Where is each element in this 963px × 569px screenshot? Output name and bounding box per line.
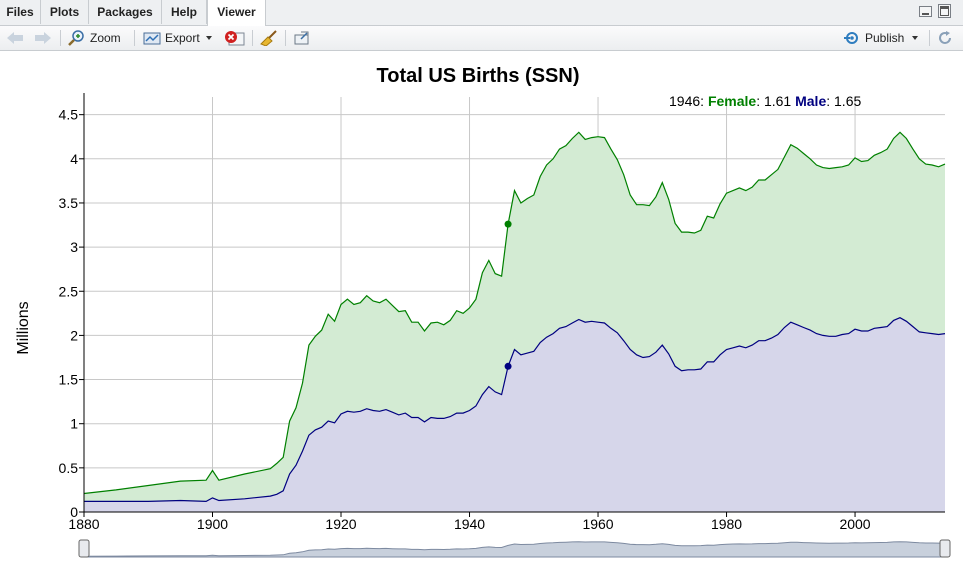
publish-label: Publish bbox=[865, 31, 905, 45]
highlight-markers bbox=[504, 220, 512, 370]
minimize-icon bbox=[922, 13, 929, 15]
x-tick-label: 1920 bbox=[325, 516, 356, 532]
toolbar-separator bbox=[60, 30, 61, 46]
male-highlight-point bbox=[504, 362, 512, 370]
publish-button[interactable]: Publish bbox=[843, 28, 920, 48]
tab-viewer-label: Viewer bbox=[217, 5, 256, 19]
range-handle-left[interactable] bbox=[78, 539, 90, 558]
x-tick-label: 1980 bbox=[711, 516, 742, 532]
clear-all-button[interactable] bbox=[260, 28, 278, 48]
arrow-left-icon bbox=[7, 32, 23, 44]
x-tick-label: 1880 bbox=[68, 516, 99, 532]
y-tick-label: 2.5 bbox=[59, 283, 79, 299]
legend-male-value: 1.65 bbox=[834, 93, 861, 109]
chart-title: Total US Births (SSN) bbox=[377, 65, 580, 87]
broom-icon bbox=[260, 30, 277, 46]
legend-female-label: Female bbox=[708, 93, 756, 109]
export-button[interactable]: Export bbox=[143, 28, 214, 48]
maximize-pane-button[interactable] bbox=[938, 4, 951, 18]
range-selector[interactable] bbox=[78, 537, 951, 563]
legend-male-label: Male bbox=[795, 93, 826, 109]
tab-packages-label: Packages bbox=[97, 5, 153, 19]
chevron-down-icon bbox=[205, 36, 212, 40]
remove-icon bbox=[225, 31, 245, 46]
publish-icon bbox=[844, 32, 858, 44]
maximize-icon bbox=[940, 6, 949, 16]
y-tick-label: 4.5 bbox=[59, 107, 79, 123]
chart-tick-labels: 0 0.5 1 1.5 2 2.5 3 3.5 4 4.5 1880 1900 1920 1940 1960… bbox=[59, 107, 871, 532]
tab-help[interactable]: Help bbox=[162, 0, 207, 24]
legend-x-value: 1946 bbox=[669, 93, 700, 109]
y-tick-label: 3 bbox=[70, 239, 78, 255]
toolbar-separator bbox=[134, 30, 135, 46]
chart-axes bbox=[79, 93, 945, 517]
tab-plots-label: Plots bbox=[49, 5, 80, 19]
new-window-icon bbox=[294, 31, 309, 45]
hover-legend: 1946: Female: 1.61 Male: 1.65 bbox=[669, 93, 861, 109]
toolbar-separator bbox=[929, 30, 930, 46]
zoom-label: Zoom bbox=[90, 31, 121, 45]
tab-files-label: Files bbox=[6, 5, 34, 19]
tab-packages[interactable]: Packages bbox=[89, 0, 162, 24]
male-area bbox=[84, 317, 945, 512]
chevron-down-icon bbox=[912, 36, 919, 40]
tab-help-label: Help bbox=[170, 5, 197, 19]
x-tick-label: 1960 bbox=[582, 516, 613, 532]
y-tick-label: 2 bbox=[70, 327, 78, 343]
y-tick-label: 3.5 bbox=[59, 195, 79, 211]
refresh-icon bbox=[939, 31, 951, 44]
back-button[interactable] bbox=[6, 28, 24, 48]
x-tick-label: 1940 bbox=[454, 516, 485, 532]
toolbar-separator bbox=[252, 30, 253, 46]
arrow-right-icon bbox=[35, 32, 51, 44]
zoom-button[interactable]: Zoom bbox=[68, 28, 121, 48]
y-tick-label: 1 bbox=[70, 416, 78, 432]
x-tick-label: 2000 bbox=[839, 516, 870, 532]
refresh-button[interactable] bbox=[936, 28, 954, 48]
show-in-new-window-button[interactable] bbox=[293, 28, 311, 48]
tab-plots[interactable]: Plots bbox=[41, 0, 89, 24]
export-label: Export bbox=[165, 31, 200, 45]
female-highlight-point bbox=[504, 220, 512, 228]
male-line bbox=[84, 317, 946, 503]
y-tick-label: 0 bbox=[70, 504, 78, 520]
x-tick-label: 1900 bbox=[197, 516, 228, 532]
female-line bbox=[83, 131, 946, 495]
minimize-pane-button[interactable] bbox=[919, 6, 932, 17]
tab-viewer[interactable]: Viewer bbox=[207, 0, 266, 26]
forward-button[interactable] bbox=[34, 28, 52, 48]
y-axis-label: Millions bbox=[15, 301, 32, 354]
remove-viewer-item-button[interactable] bbox=[224, 28, 246, 48]
legend-female-value: 1.61 bbox=[764, 93, 791, 109]
toolbar-separator bbox=[285, 30, 286, 46]
range-handle-right[interactable] bbox=[939, 539, 951, 558]
y-tick-label: 1.5 bbox=[59, 372, 79, 388]
tab-files[interactable]: Files bbox=[0, 0, 41, 24]
y-tick-label: 4 bbox=[70, 151, 78, 167]
births-chart[interactable]: 0 0.5 1 1.5 2 2.5 3 3.5 4 4.5 1880 1900 1920 1940 1960… bbox=[0, 51, 963, 569]
export-icon bbox=[143, 32, 161, 45]
range-selector-miniplot bbox=[83, 541, 946, 558]
zoom-icon bbox=[68, 30, 84, 46]
pane-tab-bar: Files Plots Packages Help Viewer bbox=[0, 0, 963, 26]
viewer-toolbar: Zoom Export Publish bbox=[0, 26, 963, 51]
y-tick-label: 0.5 bbox=[59, 460, 79, 476]
